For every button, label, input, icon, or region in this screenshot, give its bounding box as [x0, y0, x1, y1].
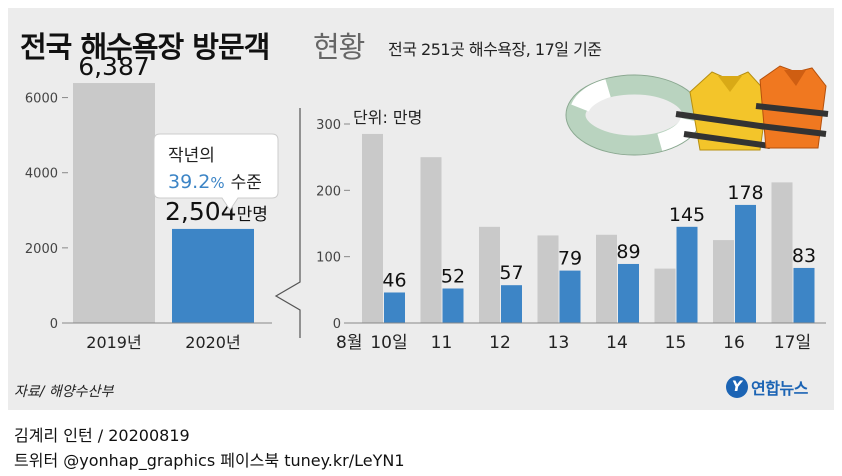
- callout-line2: 39.2% 수준: [168, 171, 262, 193]
- day-label: 10일: [370, 333, 407, 353]
- gray-bar: [479, 226, 500, 323]
- left-y-tick-label: 6000: [25, 92, 58, 107]
- blue-bar: [559, 270, 581, 323]
- daily-chart: 0 100 200 300 46 10일 52 11 57 12 79 13 89 14 145 15 178 1…: [316, 118, 816, 353]
- right-y-tick-label: 0: [333, 317, 341, 332]
- source-note: 자료/ 해양수산부: [14, 384, 114, 400]
- blue-bar-value-label: 46: [382, 269, 406, 291]
- title-note: 전국 251곳 해수욕장, 17일 기준: [388, 40, 602, 59]
- life-vest-yellow-icon: [675, 71, 775, 151]
- right-y-tick-label: 300: [316, 118, 341, 133]
- day-label: 12: [489, 333, 511, 353]
- left-unit-label: 만명: [237, 205, 268, 225]
- day-label: 17일: [774, 333, 811, 353]
- blue-bar: [735, 204, 756, 323]
- social-line: 트위터 @yonhap_graphics 페이스북 tuney.kr/LeYN1: [14, 451, 405, 470]
- day-label: 13: [548, 333, 570, 353]
- blue-bar-value-label: 52: [441, 266, 465, 288]
- bracket-connector: [274, 108, 301, 338]
- gray-bar: [654, 268, 676, 323]
- blue-bar: [384, 292, 405, 323]
- callout-percent: 39.2: [168, 171, 210, 193]
- blue-bar: [676, 226, 698, 323]
- right-y-tick-label: 100: [316, 251, 341, 266]
- unit-label: 단위: 만명: [353, 108, 422, 127]
- blue-bar: [442, 288, 464, 323]
- left-category-label: 2019년: [86, 333, 141, 352]
- left-y-tick-label: 4000: [25, 167, 58, 182]
- left-bar-1: [73, 83, 155, 324]
- blue-bar-value-label: 83: [792, 245, 816, 267]
- yonhap-logo: Y 연합뉴스: [726, 373, 808, 401]
- left-data-label: 6,387: [78, 52, 150, 81]
- month-label: 8월: [336, 333, 362, 353]
- gray-bar: [713, 240, 734, 323]
- gray-bar: [771, 182, 793, 323]
- callout-percent-sign: %: [210, 174, 224, 192]
- gray-bar: [537, 235, 559, 323]
- blue-bar: [618, 263, 639, 323]
- callout-bubble: 작년의 39.2% 수준: [153, 133, 279, 211]
- life-vest-orange-icon: [755, 65, 829, 149]
- day-label: 16: [723, 333, 745, 353]
- gray-bar: [362, 133, 383, 323]
- gray-bar: [420, 157, 442, 323]
- page-title: 전국 해수욕장 방문객: [20, 30, 270, 64]
- callout-line1: 작년의: [168, 146, 215, 166]
- blue-bar: [793, 267, 815, 323]
- left-data-label: 2,504만명: [165, 197, 268, 226]
- day-label: 14: [606, 333, 628, 353]
- blue-bar-value-label: 178: [727, 182, 763, 204]
- left-category-label: 2020년: [185, 333, 240, 352]
- blue-bar-value-label: 57: [499, 262, 523, 284]
- blue-bar-value-label: 89: [616, 241, 640, 263]
- left-y-tick-label: 0: [50, 317, 58, 332]
- day-label: 15: [665, 333, 687, 353]
- logo-text: 연합뉴스: [751, 379, 808, 398]
- yonhap-logo-icon: Y: [726, 376, 748, 398]
- left-bar-2: [172, 228, 254, 323]
- blue-bar-value-label: 145: [669, 204, 705, 226]
- day-label: 11: [431, 333, 453, 353]
- blue-bar-value-label: 79: [558, 248, 582, 270]
- page-subtitle: 현황: [313, 30, 365, 64]
- blue-bar: [501, 285, 522, 323]
- left-y-tick-label: 2000: [25, 242, 58, 257]
- callout-suffix: 수준: [231, 173, 262, 193]
- right-y-tick-label: 200: [316, 184, 341, 199]
- gray-bar: [596, 234, 617, 323]
- credit-line: 김계리 인턴 / 20200819: [14, 426, 190, 445]
